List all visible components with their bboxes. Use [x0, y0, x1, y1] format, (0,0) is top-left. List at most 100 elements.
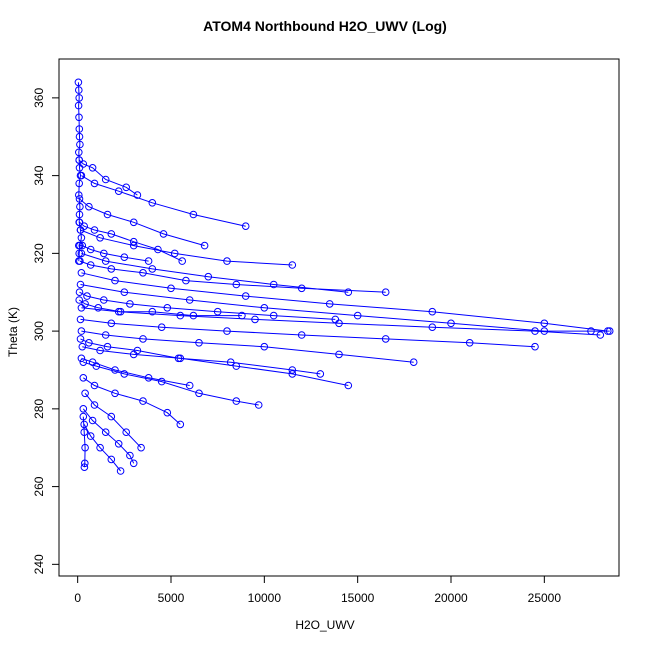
y-tick-label: 300	[32, 321, 46, 341]
data-point	[260, 342, 269, 351]
data-point	[126, 451, 134, 460]
series-line	[79, 221, 183, 262]
data-point	[325, 300, 334, 308]
data-point	[241, 292, 250, 300]
data-point	[111, 389, 119, 398]
data-point	[139, 397, 147, 405]
data-point	[174, 354, 183, 363]
data-point	[80, 222, 88, 230]
data-point	[163, 304, 172, 312]
data-point	[111, 366, 119, 374]
series-line	[83, 361, 259, 406]
data-point	[90, 401, 99, 409]
data-point	[114, 187, 123, 195]
data-point	[75, 86, 83, 94]
data-point	[75, 94, 83, 102]
data-point	[122, 183, 130, 192]
data-point	[80, 463, 89, 472]
data-point	[126, 300, 134, 308]
series-line	[80, 284, 610, 332]
data-point	[122, 428, 130, 437]
data-point	[75, 218, 84, 227]
data-point	[96, 346, 104, 355]
data-point	[83, 292, 91, 300]
data-point	[90, 381, 99, 390]
data-point	[540, 319, 549, 328]
data-point	[185, 296, 194, 304]
data-point	[148, 307, 157, 316]
data-point	[195, 389, 203, 398]
data-point	[90, 226, 99, 234]
x-axis-label: H2O_UWV	[295, 618, 355, 632]
data-point	[297, 331, 306, 339]
data-point	[596, 331, 605, 339]
data-point	[531, 342, 539, 351]
data-point	[94, 304, 102, 312]
data-point	[107, 230, 116, 238]
data-point	[223, 327, 231, 335]
data-point	[75, 156, 83, 164]
data-point	[75, 125, 84, 133]
data-point	[103, 210, 112, 219]
data-point	[254, 401, 263, 409]
data-point	[185, 381, 194, 390]
series-line	[81, 357, 190, 386]
data-point	[144, 374, 153, 382]
data-point	[79, 412, 88, 421]
data-point	[101, 428, 110, 437]
data-point	[77, 171, 86, 180]
data-point	[269, 311, 278, 320]
data-point	[88, 164, 97, 172]
series-line	[77, 82, 82, 262]
x-tick-label: 25000	[528, 591, 562, 605]
series-line	[80, 338, 321, 375]
data-point	[76, 202, 84, 211]
data-point	[76, 315, 85, 324]
data-point	[129, 218, 138, 227]
y-tick-label: 260	[32, 476, 46, 496]
data-point	[531, 327, 539, 335]
data-point	[428, 323, 437, 332]
series-line	[81, 175, 246, 227]
data-point	[189, 210, 198, 219]
series-line	[83, 424, 121, 472]
data-point	[88, 416, 97, 425]
data-point	[428, 307, 437, 316]
data-point	[78, 241, 87, 250]
x-tick-label: 20000	[434, 591, 468, 605]
series-line	[79, 198, 205, 247]
series-line	[80, 229, 293, 266]
data-point	[101, 257, 110, 265]
data-point	[176, 420, 185, 429]
x-tick-label: 15000	[341, 591, 375, 605]
data-point	[213, 307, 222, 316]
data-point	[176, 311, 185, 320]
data-point	[100, 249, 108, 258]
data-point	[238, 311, 246, 320]
data-point	[120, 253, 129, 262]
data-point	[344, 288, 353, 297]
data-point	[79, 405, 88, 413]
data-point	[133, 346, 142, 355]
data-point	[76, 257, 84, 265]
data-point	[200, 241, 209, 250]
data-point	[77, 354, 86, 363]
data-point	[85, 339, 93, 347]
data-point	[75, 148, 83, 157]
series-layer	[74, 78, 614, 475]
y-tick-label: 320	[32, 243, 46, 263]
data-point	[148, 199, 157, 207]
data-point	[120, 288, 129, 297]
data-point	[159, 230, 168, 238]
series-line	[78, 159, 138, 196]
data-point	[79, 374, 88, 382]
data-point	[195, 339, 203, 347]
data-point	[288, 366, 297, 374]
data-point	[107, 265, 116, 273]
data-point	[189, 311, 198, 320]
data-point	[90, 179, 99, 188]
data-point	[137, 443, 145, 452]
data-point	[129, 237, 138, 246]
data-point	[76, 335, 85, 343]
data-point	[335, 350, 343, 359]
